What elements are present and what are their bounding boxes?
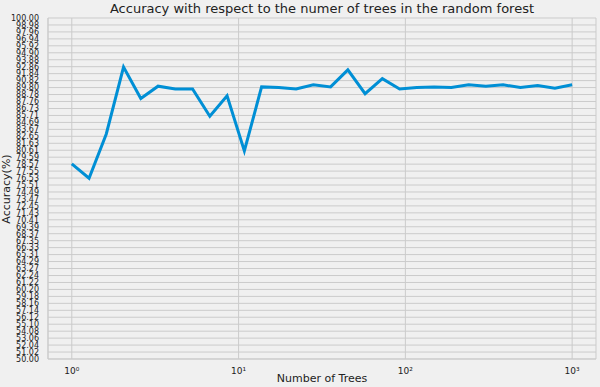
- html-text:Accuracy(%): Accuracy(%): [0, 153, 13, 224]
- svg-text:100.00: 100.00: [11, 14, 39, 23]
- svg-text:93.88: 93.88: [16, 55, 39, 65]
- svg-text:61.22: 61.22: [16, 278, 39, 288]
- html-text:Accuracy with respect to the n: Accuracy with respect to the numer of tr…: [109, 1, 534, 16]
- html-text:Number of Trees: Number of Trees: [276, 372, 368, 385]
- svg-text:85.71: 85.71: [16, 111, 39, 121]
- svg-text:58.16: 58.16: [16, 299, 39, 309]
- svg-text:64.29: 64.29: [16, 257, 39, 267]
- svg-text:90.82: 90.82: [16, 76, 39, 86]
- svg-text:84.69: 84.69: [16, 118, 39, 128]
- svg-text:97.96: 97.96: [16, 27, 39, 37]
- svg-text:72.45: 72.45: [16, 201, 39, 211]
- svg-text:51.02: 51.02: [16, 347, 39, 357]
- svg-text:66.33: 66.33: [16, 243, 39, 253]
- svg-text:55.10: 55.10: [16, 320, 39, 330]
- svg-text:67.35: 67.35: [16, 236, 39, 246]
- svg-text:92.86: 92.86: [16, 62, 39, 72]
- svg-text:75.51: 75.51: [16, 180, 39, 190]
- svg-text:10⁰: 10⁰: [64, 366, 79, 376]
- svg-text:54.08: 54.08: [16, 327, 39, 336]
- svg-text:68.37: 68.37: [16, 229, 39, 239]
- svg-text:94.90: 94.90: [16, 48, 39, 58]
- svg-text:63.27: 63.27: [16, 264, 39, 274]
- svg-text:50.00: 50.00: [16, 354, 39, 364]
- svg-text:88.78: 88.78: [16, 90, 39, 100]
- svg-text:98.98: 98.98: [16, 20, 39, 30]
- svg-text:69.39: 69.39: [16, 222, 39, 232]
- svg-text:10²: 10²: [398, 366, 413, 376]
- svg-text:96.94: 96.94: [16, 34, 39, 44]
- svg-text:76.53: 76.53: [16, 173, 39, 183]
- svg-text:79.59: 79.59: [16, 153, 39, 162]
- svg-text:56.12: 56.12: [16, 313, 39, 323]
- svg-text:10³: 10³: [565, 366, 580, 376]
- svg-text:87.76: 87.76: [16, 97, 39, 107]
- svg-text:89.80: 89.80: [16, 83, 39, 93]
- svg-text:82.65: 82.65: [16, 132, 39, 142]
- svg-text:86.73: 86.73: [16, 104, 39, 114]
- svg-text:70.41: 70.41: [16, 215, 39, 225]
- svg-text:78.57: 78.57: [16, 160, 39, 169]
- svg-text:59.18: 59.18: [16, 292, 39, 302]
- svg-text:53.06: 53.06: [16, 334, 39, 343]
- svg-text:57.14: 57.14: [16, 306, 39, 316]
- svg-text:73.47: 73.47: [16, 194, 39, 204]
- svg-text:74.49: 74.49: [16, 187, 39, 197]
- svg-text:10¹: 10¹: [231, 366, 246, 376]
- svg-text:71.43: 71.43: [16, 208, 39, 218]
- svg-text:77.55: 77.55: [16, 166, 39, 176]
- svg-text:81.63: 81.63: [16, 139, 39, 149]
- svg-text:65.31: 65.31: [16, 250, 39, 260]
- svg-text:62.24: 62.24: [16, 271, 39, 281]
- svg-text:83.67: 83.67: [16, 125, 39, 135]
- svg-text:91.84: 91.84: [16, 69, 39, 79]
- svg-text:52.04: 52.04: [16, 340, 39, 350]
- svg-text:80.61: 80.61: [16, 146, 39, 156]
- svg-text:95.92: 95.92: [16, 41, 39, 51]
- svg-text:60.20: 60.20: [16, 285, 39, 295]
